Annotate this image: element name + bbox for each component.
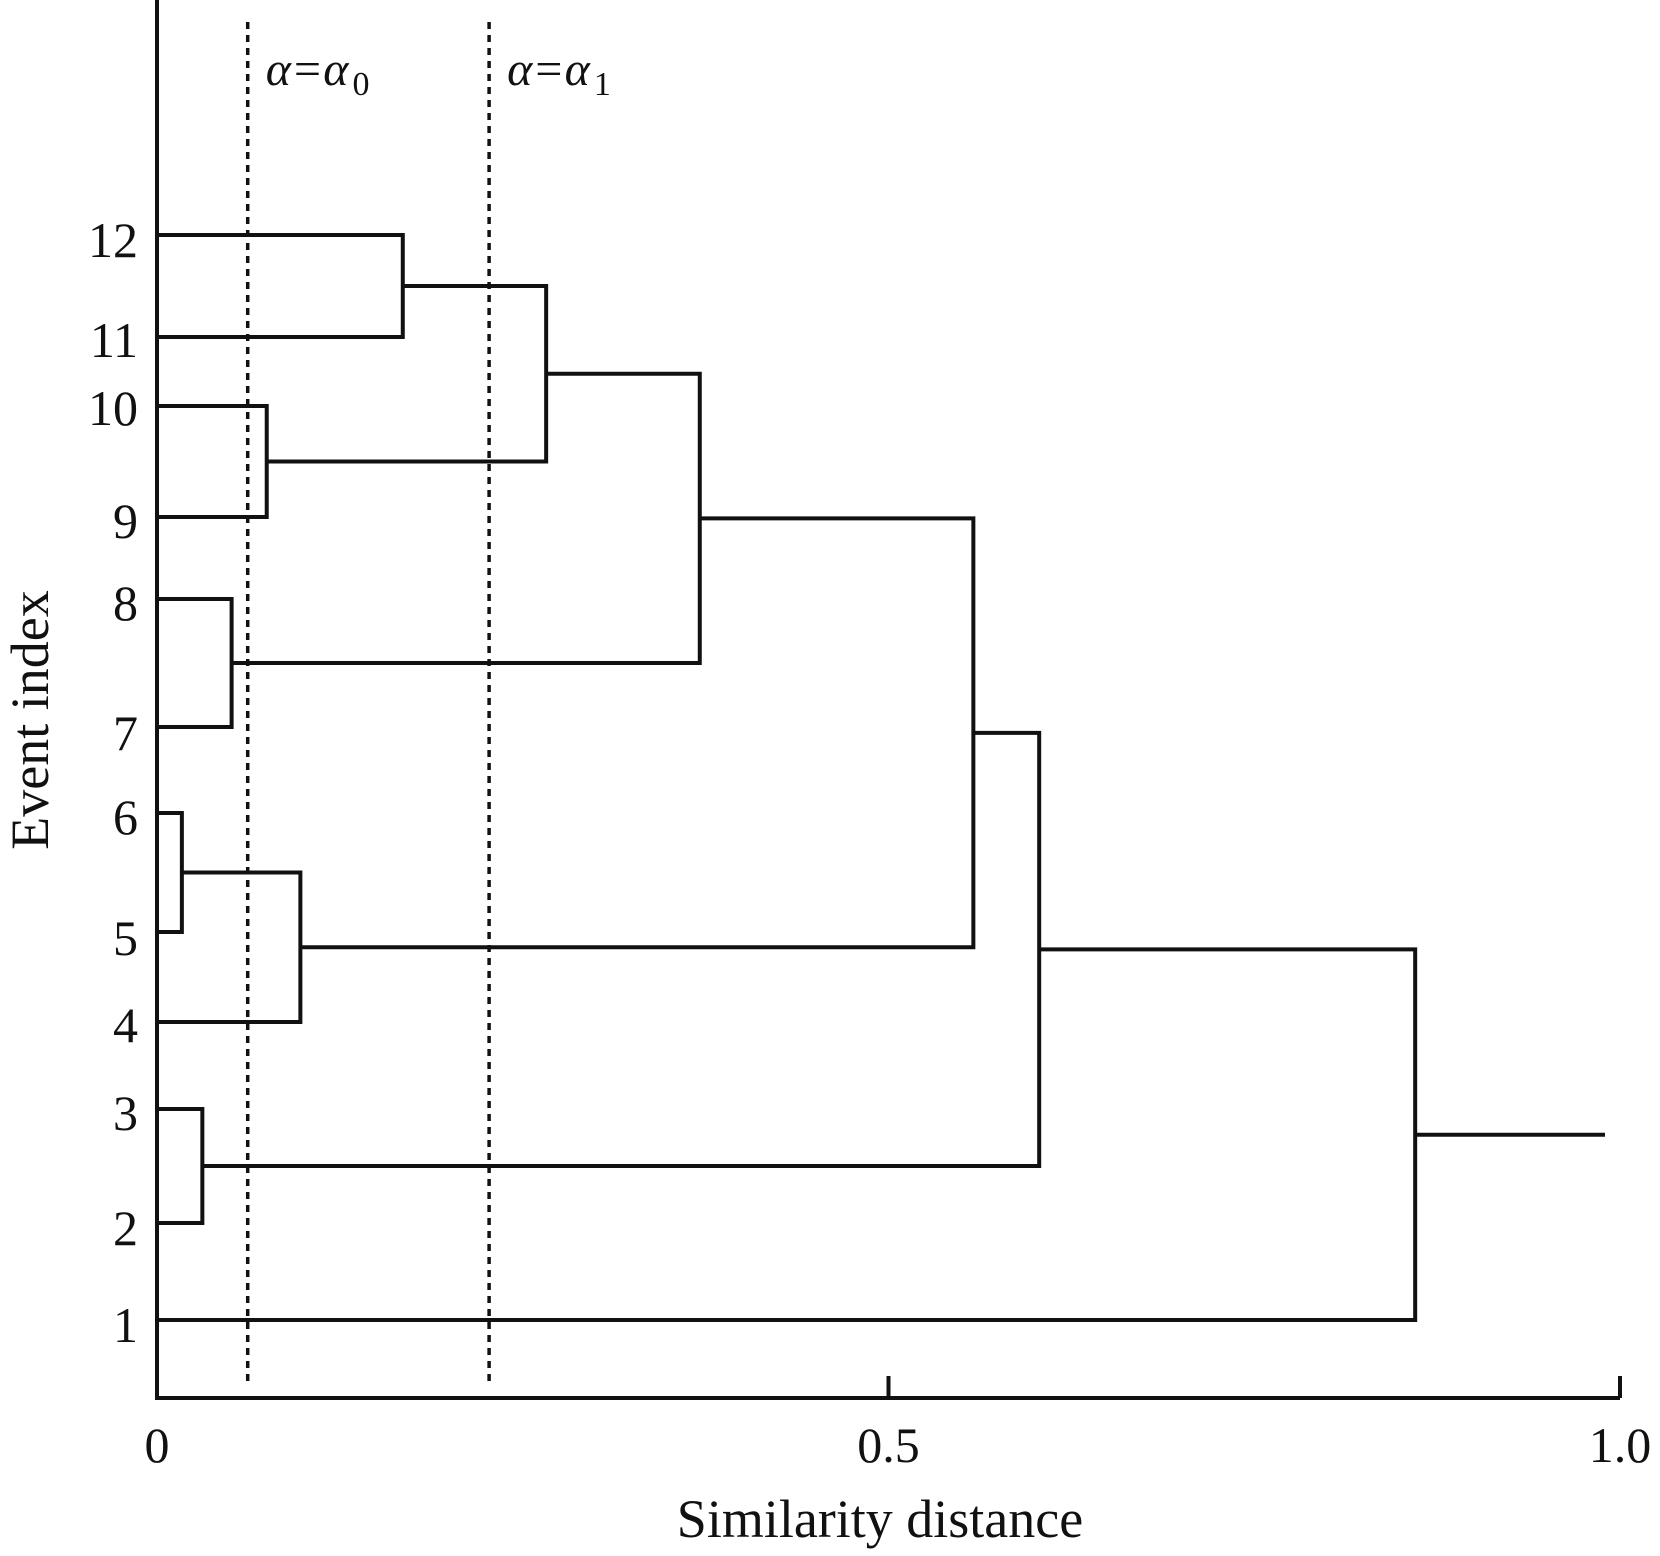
leaf-label: 8 bbox=[113, 575, 138, 631]
dendrogram-link bbox=[300, 516, 976, 950]
leaf-label: 12 bbox=[88, 212, 138, 268]
leaf-label: 2 bbox=[113, 1200, 138, 1256]
leaf-label: 5 bbox=[113, 910, 138, 966]
x-tick-label: 1.0 bbox=[1589, 1417, 1652, 1473]
dendrogram-link bbox=[157, 1107, 205, 1225]
leaf-label: 1 bbox=[113, 1297, 138, 1353]
x-axis-ticks: 0 0.5 1.0 bbox=[145, 1376, 1652, 1473]
dendrogram-link bbox=[157, 233, 405, 339]
threshold-lines: α=α 0 α=α 1 bbox=[245, 22, 611, 1385]
leaf-label: 7 bbox=[113, 705, 138, 761]
dendrogram-tree bbox=[157, 233, 1605, 1322]
x-tick-label: 0.5 bbox=[857, 1417, 920, 1473]
leaf-label: 3 bbox=[113, 1085, 138, 1141]
x-tick-label: 0 bbox=[145, 1417, 170, 1473]
leaf-label: 4 bbox=[113, 997, 138, 1053]
x-axis-title: Similarity distance bbox=[677, 1489, 1083, 1549]
leaf-label: 11 bbox=[90, 312, 138, 368]
leaf-label: 6 bbox=[113, 789, 138, 845]
threshold-label: α=α 0 bbox=[266, 43, 370, 103]
axes bbox=[155, 0, 1620, 1400]
threshold-label: α=α 1 bbox=[507, 43, 611, 103]
dendrogram-link bbox=[231, 371, 702, 665]
dendrogram-link bbox=[157, 947, 1418, 1322]
dendrogram-link bbox=[266, 284, 549, 464]
leaf-label: 10 bbox=[88, 380, 138, 436]
dendrogram-link bbox=[157, 870, 303, 1024]
leaf-label: 9 bbox=[113, 493, 138, 549]
dendrogram-link bbox=[157, 404, 269, 519]
dendrogram-link bbox=[157, 597, 234, 729]
dendrogram-link bbox=[157, 811, 184, 934]
dendrogram-link bbox=[202, 730, 1042, 1168]
y-axis-title: Event index bbox=[0, 590, 60, 849]
